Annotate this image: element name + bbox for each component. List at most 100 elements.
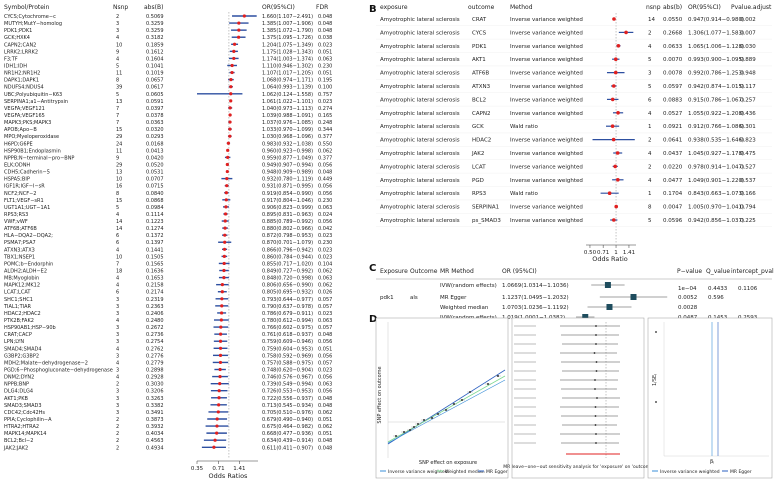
panel-a-or: 0.722(0.556−0.937) [262, 396, 313, 402]
panel-b-outcome: GCK [472, 124, 484, 130]
panel-a-nsnp: 15 [116, 198, 122, 204]
panel-a-fdr: 0.048 [318, 396, 332, 402]
panel-a-symbol: HSP90AB1;HSP−90b [4, 325, 56, 331]
panel-b: B exposure outcome Method nsnp abs(b) OR… [369, 4, 772, 263]
panel-a-fdr: 0.056 [318, 339, 332, 345]
panel-c-estimate [606, 304, 613, 310]
panel-c-estimate [582, 314, 589, 320]
panel-a-nsnp: 3 [116, 339, 119, 345]
loo-estimate [594, 388, 596, 390]
panel-a-nsnp: 7 [116, 120, 119, 126]
panel-a-fdr: 0.377 [318, 155, 332, 161]
panel-a-nsnp: 3 [116, 332, 119, 338]
panel-a-fdr: 0.023 [318, 254, 332, 260]
panel-a-estimate [237, 21, 241, 25]
panel-a-or: 0.872(0.798−0.953) [262, 233, 313, 239]
panel-a-estimate [223, 212, 228, 216]
panel-a-header-fdr: FDR [316, 4, 328, 11]
panel-a-fdr: 0.056 [318, 184, 332, 190]
panel-a-fdr: 0.063 [318, 318, 332, 324]
panel-a-estimate [218, 339, 223, 343]
panel-b-absb: 0.0550 [663, 17, 683, 23]
panel-b-estimate [616, 111, 620, 115]
panel-b-exposure: Amyotrophic lateral sclerosis [380, 191, 460, 197]
panel-c-estimate [630, 294, 637, 300]
panel-a-nsnp: 24 [116, 141, 122, 147]
loo-estimate [594, 415, 597, 417]
panel-c-or: 1.0703(1.0236−1.1192) [502, 305, 569, 311]
panel-a-or: 0.766(0.602−0.975) [262, 325, 313, 331]
scatter-xlabel: SNP effect on exposure [419, 460, 477, 466]
panel-b-estimate [610, 124, 615, 128]
panel-a-nsnp: 4 [116, 212, 119, 218]
panel-a-symbol: FLT1;VEGF−sR1 [4, 198, 44, 204]
panel-b-exposure: Amyotrophic lateral sclerosis [380, 218, 460, 224]
loo-estimate [595, 442, 597, 444]
panel-a-nsnp: 6 [116, 240, 119, 246]
panel-a-nsnp: 2 [116, 382, 119, 388]
loo-estimate [595, 343, 597, 345]
panel-c-top-p: 1e−04 [678, 286, 697, 292]
panel-a-absb: 0.3259 [146, 21, 164, 27]
panel-a-nsnp: 2 [116, 431, 119, 437]
panel-a-nsnp: 13 [116, 170, 122, 176]
panel-a-fdr: 0.056 [318, 191, 332, 197]
panel-a-nsnp: 10 [116, 42, 122, 48]
panel-a-fdr: 0.023 [318, 233, 332, 239]
panel-a-fdr: 0.051 [318, 49, 332, 55]
panel-a-absb: 0.4563 [146, 438, 164, 444]
panel-a-fdr: 0.023 [318, 99, 332, 105]
panel-a-symbol: CYCS;Cytochrome−c [4, 14, 56, 20]
panel-a-fdr: 0.056 [318, 353, 332, 359]
panel-a-symbol: HDAC2;HDAC2 [4, 311, 41, 317]
panel-a-symbol: MB;Myoglobin [4, 276, 39, 282]
panel-a-or: 0.746(0.576−0.967) [262, 375, 313, 381]
panel-b-estimate [610, 97, 615, 102]
panel-a-fdr: 0.063 [318, 56, 332, 62]
panel-a-estimate [230, 70, 234, 75]
panel-a-nsnp: 3 [116, 396, 119, 402]
scatter-line-wm [387, 375, 506, 443]
panel-a-fdr: 0.062 [318, 269, 332, 275]
loo-snp-label [514, 343, 536, 345]
loo-snp-label [514, 397, 536, 399]
panel-a-symbol: BCL2;Bcl−2 [4, 438, 33, 444]
panel-a-nsnp: 3 [116, 403, 119, 409]
panel-b-nsnp: 1 [648, 191, 652, 197]
panel-b-or: 0.993(0.900−1.095) [688, 57, 744, 63]
loo-estimate [595, 361, 598, 363]
panel-b-or: 0.992(0.786−1.253) [688, 71, 744, 77]
panel-b-rows: Amyotrophic lateral sclerosis CRAT Inverse… [376, 13, 772, 243]
panel-a-symbol: VWF;vWF [4, 219, 28, 225]
panel-b-or: 0.947(0.914−0.980) [688, 17, 744, 23]
panel-a-estimate [220, 304, 224, 308]
panel-a-fdr: 0.048 [318, 438, 332, 444]
panel-a-symbol: UGT1A1;UGT−1A1 [4, 205, 50, 211]
panel-a-symbol: TBX1;NSEP1 [3, 254, 35, 260]
panel-a-absb: 0.0320 [146, 127, 164, 133]
panel-a-fdr: 0.048 [318, 403, 332, 409]
panel-a-estimate [237, 28, 241, 32]
panel-a-nsnp: 3 [116, 325, 119, 331]
panel-a-nsnp: 3 [116, 389, 119, 395]
panel-a-symbol: TIAL1;TIAR [3, 304, 32, 310]
panel-a-or: 0.668(0.477−0.936) [262, 431, 313, 437]
panel-a-estimate [230, 63, 234, 68]
panel-a-or: 0.759(0.609−0.946) [262, 339, 313, 345]
panel-a-estimate [226, 148, 230, 152]
panel-a-or: 1.385(1.072−1.790) [262, 28, 313, 34]
panel-a-or: 0.790(0.637−0.978) [262, 304, 313, 310]
panel-a-xlabel: Odds Ratios [209, 472, 249, 480]
panel-b-estimate [616, 178, 620, 182]
panel-a-nsnp: 4 [116, 35, 119, 41]
panel-b-nsnp: 4 [648, 44, 652, 50]
scatter-ylabel: SNP effect on outcome [377, 366, 383, 423]
panel-a-estimate [225, 169, 229, 174]
panel-a-or: 0.870(0.701−1.079) [262, 240, 313, 246]
panel-a-absb: 0.2158 [146, 283, 164, 289]
panel-a-symbol: IDH1;IDH [4, 63, 27, 69]
panel-c-qval: 0.596 [708, 295, 724, 301]
panel-a-absb: 0.1372 [146, 233, 164, 239]
panel-a-nsnp: 3 [116, 410, 119, 416]
panel-a-symbol: APOB;Apo−B [4, 127, 37, 133]
